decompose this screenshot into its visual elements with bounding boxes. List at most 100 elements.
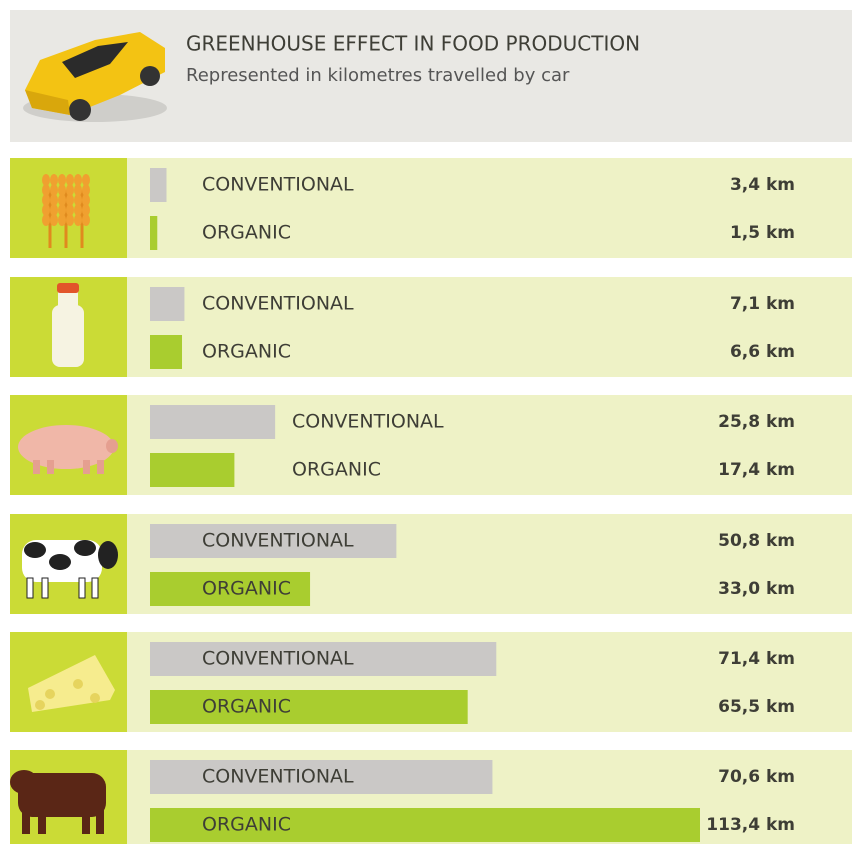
food-icon <box>18 425 118 474</box>
grain <box>50 204 58 216</box>
hole <box>90 693 100 703</box>
series-label: CONVENTIONAL <box>202 530 354 552</box>
food-icon <box>10 770 106 834</box>
grain <box>42 194 50 206</box>
grain <box>42 174 50 186</box>
bottle <box>52 305 84 367</box>
value-label: 3,4 km <box>730 175 795 195</box>
value-label: 7,1 km <box>730 294 795 314</box>
grain <box>82 214 90 226</box>
grain <box>58 194 66 206</box>
series-label: CONVENTIONAL <box>202 766 354 788</box>
grain <box>82 194 90 206</box>
bar <box>150 335 183 369</box>
grain <box>42 204 50 216</box>
bar <box>150 690 468 724</box>
value-label: 17,4 km <box>718 460 795 480</box>
bar <box>150 808 700 842</box>
bar <box>150 287 185 321</box>
leg <box>82 810 90 834</box>
grain <box>74 184 82 196</box>
grain <box>50 174 58 186</box>
grain <box>58 184 66 196</box>
series-label: ORGANIC <box>292 459 381 481</box>
bar <box>150 216 158 250</box>
snout <box>106 439 118 453</box>
value-label: 113,4 km <box>706 815 795 835</box>
series-label: CONVENTIONAL <box>202 293 354 315</box>
leg <box>91 577 99 599</box>
value-label: 25,8 km <box>718 412 795 432</box>
series-label: CONVENTIONAL <box>202 174 354 196</box>
value-label: 70,6 km <box>718 767 795 787</box>
leg <box>33 460 40 474</box>
leg <box>41 577 49 599</box>
row-bg <box>10 277 852 377</box>
cap <box>57 283 79 293</box>
value-label: 50,8 km <box>718 531 795 551</box>
spot <box>49 554 71 570</box>
grain <box>42 184 50 196</box>
food-icon <box>22 540 118 599</box>
grain <box>66 204 74 216</box>
grain <box>74 174 82 186</box>
bull-head <box>10 770 38 794</box>
value-label: 1,5 km <box>730 223 795 243</box>
grain <box>66 214 74 226</box>
series-label: ORGANIC <box>202 696 291 718</box>
series-label: CONVENTIONAL <box>292 411 444 433</box>
grain <box>82 184 90 196</box>
bar <box>150 642 497 676</box>
grain <box>66 184 74 196</box>
leg <box>83 460 90 474</box>
spot <box>74 540 96 556</box>
grain <box>82 204 90 216</box>
leg <box>22 810 30 834</box>
grain <box>50 214 58 226</box>
grain <box>50 194 58 206</box>
grain <box>42 214 50 226</box>
food-icon <box>42 174 90 248</box>
food-icon <box>52 283 84 367</box>
value-label: 6,6 km <box>730 342 795 362</box>
leg <box>26 577 34 599</box>
grain <box>66 194 74 206</box>
series-label: CONVENTIONAL <box>202 648 354 670</box>
leg <box>47 460 54 474</box>
row-bg <box>10 158 852 258</box>
series-label: ORGANIC <box>202 341 291 363</box>
bar <box>150 405 276 439</box>
bar <box>150 572 311 606</box>
pig-body <box>18 425 114 469</box>
chart-title: GREENHOUSE EFFECT IN FOOD PRODUCTION <box>186 32 640 56</box>
grain <box>50 184 58 196</box>
grain <box>74 214 82 226</box>
leg <box>78 577 86 599</box>
grain <box>74 194 82 206</box>
row-bg <box>10 514 852 614</box>
hole <box>45 689 55 699</box>
leg <box>38 810 46 834</box>
grain <box>66 174 74 186</box>
chart-subtitle: Represented in kilometres travelled by c… <box>186 65 570 86</box>
grain <box>74 204 82 216</box>
grain <box>58 214 66 226</box>
bar <box>150 168 167 202</box>
leg <box>97 460 104 474</box>
bar <box>150 453 235 487</box>
bar <box>150 524 397 558</box>
series-label: ORGANIC <box>202 578 291 600</box>
cow-head <box>98 541 118 569</box>
spot <box>24 542 46 558</box>
food-icon <box>28 655 115 712</box>
car-icon <box>23 32 167 122</box>
value-label: 71,4 km <box>718 649 795 669</box>
value-label: 65,5 km <box>718 697 795 717</box>
grain <box>58 204 66 216</box>
grain <box>58 174 66 186</box>
value-label: 33,0 km <box>718 579 795 599</box>
grain <box>82 174 90 186</box>
hole <box>73 679 83 689</box>
series-label: ORGANIC <box>202 814 291 836</box>
